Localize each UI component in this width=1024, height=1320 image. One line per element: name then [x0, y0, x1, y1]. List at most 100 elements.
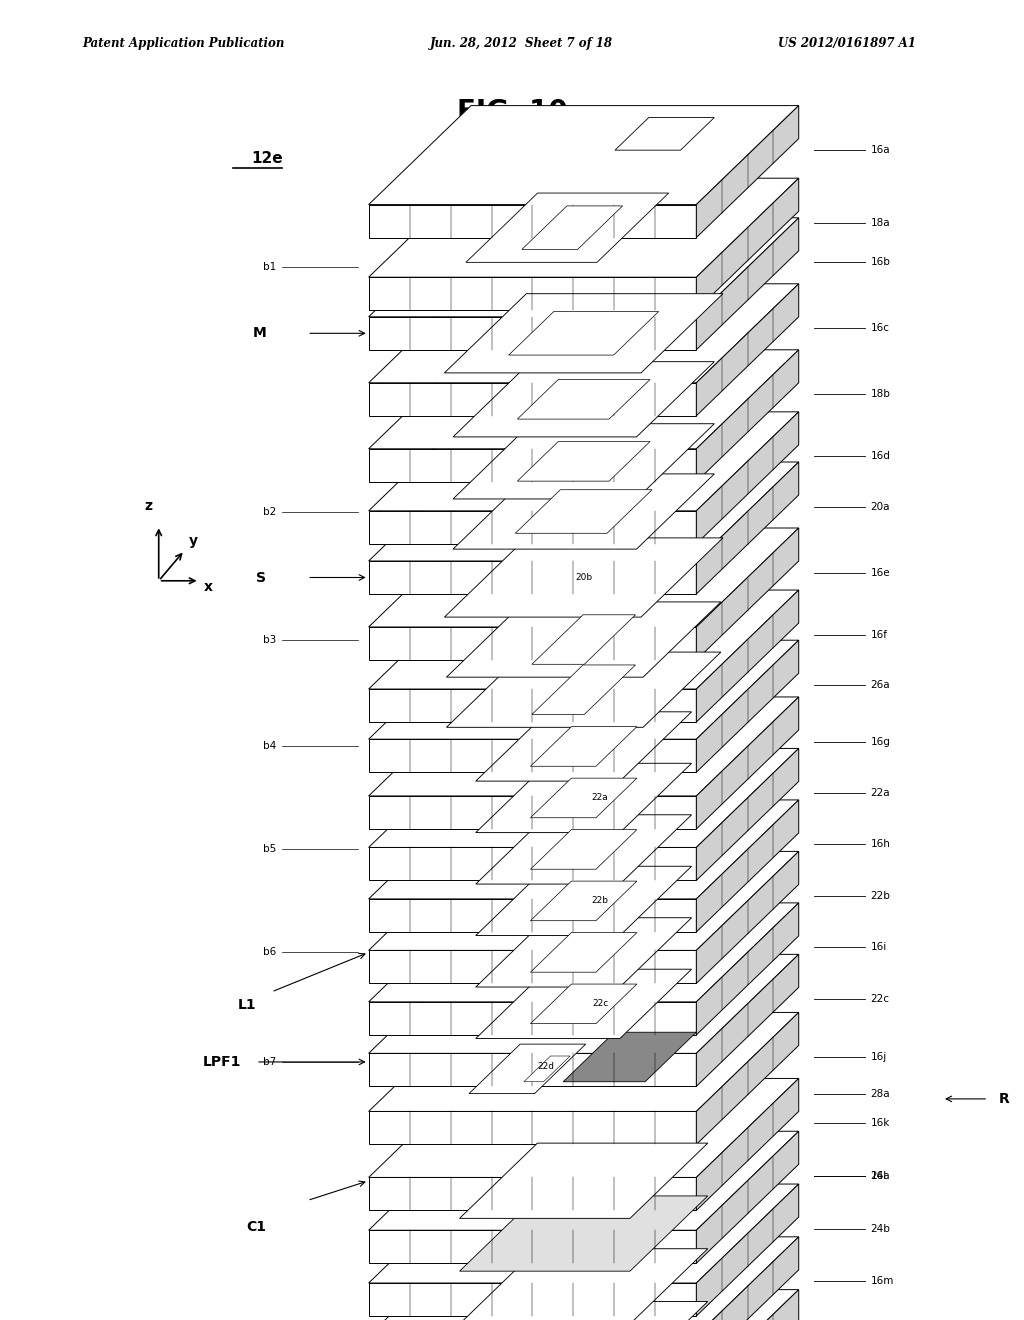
Text: 16d: 16d — [870, 451, 890, 462]
Text: b6: b6 — [263, 948, 276, 957]
Text: US 2012/0161897 A1: US 2012/0161897 A1 — [778, 37, 916, 50]
Text: z: z — [144, 499, 153, 512]
Text: 22b: 22b — [870, 891, 890, 902]
Polygon shape — [444, 294, 723, 374]
Polygon shape — [696, 218, 799, 350]
Polygon shape — [369, 350, 799, 449]
Polygon shape — [696, 106, 799, 238]
Polygon shape — [696, 462, 799, 594]
Polygon shape — [369, 1131, 799, 1230]
Polygon shape — [476, 814, 691, 884]
Text: 16e: 16e — [870, 568, 890, 578]
Polygon shape — [696, 903, 799, 1035]
Polygon shape — [369, 178, 799, 277]
Text: b2: b2 — [263, 507, 276, 516]
Polygon shape — [696, 350, 799, 482]
Text: LPF1: LPF1 — [203, 1055, 241, 1069]
Text: 16m: 16m — [870, 1276, 894, 1287]
Text: 12e: 12e — [251, 150, 283, 166]
Polygon shape — [369, 697, 799, 796]
Polygon shape — [369, 449, 696, 482]
Polygon shape — [696, 1290, 799, 1320]
Polygon shape — [531, 665, 636, 714]
Polygon shape — [696, 1237, 799, 1320]
Polygon shape — [696, 800, 799, 932]
Text: 28a: 28a — [870, 1089, 890, 1100]
Text: C1: C1 — [246, 1220, 266, 1234]
Polygon shape — [369, 1237, 799, 1320]
Polygon shape — [530, 726, 637, 766]
Polygon shape — [696, 1184, 799, 1316]
Polygon shape — [369, 899, 696, 932]
Polygon shape — [369, 1184, 799, 1283]
Polygon shape — [696, 528, 799, 660]
Polygon shape — [369, 903, 799, 1002]
Text: 16i: 16i — [870, 942, 887, 953]
Text: 16f: 16f — [870, 630, 888, 640]
Text: x: x — [204, 581, 213, 594]
Polygon shape — [453, 362, 715, 437]
Polygon shape — [369, 284, 799, 383]
Polygon shape — [369, 106, 799, 205]
Text: S: S — [256, 570, 266, 585]
Polygon shape — [369, 640, 799, 739]
Polygon shape — [444, 539, 723, 618]
Polygon shape — [369, 1290, 799, 1320]
Polygon shape — [369, 1111, 696, 1144]
Text: 22a: 22a — [592, 793, 608, 803]
Polygon shape — [476, 866, 691, 936]
Polygon shape — [696, 1078, 799, 1210]
Text: Jun. 28, 2012  Sheet 7 of 18: Jun. 28, 2012 Sheet 7 of 18 — [430, 37, 613, 50]
Polygon shape — [369, 847, 696, 880]
Polygon shape — [696, 284, 799, 416]
Polygon shape — [369, 1012, 799, 1111]
Text: 16j: 16j — [870, 1052, 887, 1063]
Text: 22d: 22d — [538, 1063, 554, 1072]
Polygon shape — [446, 602, 721, 677]
Polygon shape — [369, 383, 696, 416]
Text: 22a: 22a — [870, 788, 890, 799]
Polygon shape — [369, 851, 799, 950]
Polygon shape — [369, 796, 696, 829]
Polygon shape — [453, 424, 715, 499]
Polygon shape — [453, 474, 715, 549]
Text: 26a: 26a — [870, 680, 890, 690]
Polygon shape — [369, 1230, 696, 1263]
Text: R: R — [998, 1092, 1009, 1106]
Text: 20b: 20b — [575, 573, 592, 582]
Text: 20a: 20a — [870, 502, 890, 512]
Polygon shape — [369, 800, 799, 899]
Polygon shape — [369, 462, 799, 561]
Polygon shape — [460, 1143, 708, 1218]
Polygon shape — [509, 312, 658, 355]
Polygon shape — [460, 1249, 708, 1320]
Polygon shape — [524, 1056, 570, 1082]
Polygon shape — [530, 882, 637, 921]
Text: 18a: 18a — [870, 218, 890, 228]
Text: 24a: 24a — [870, 1171, 890, 1181]
Text: L1: L1 — [238, 998, 256, 1012]
Polygon shape — [369, 1078, 799, 1177]
Text: 16k: 16k — [870, 1118, 890, 1129]
Polygon shape — [476, 917, 691, 987]
Polygon shape — [696, 697, 799, 829]
Polygon shape — [460, 1196, 708, 1271]
Polygon shape — [530, 777, 637, 817]
Polygon shape — [530, 830, 637, 869]
Text: b4: b4 — [263, 742, 276, 751]
Polygon shape — [696, 412, 799, 544]
Polygon shape — [369, 1177, 696, 1210]
Text: b1: b1 — [263, 263, 276, 272]
Text: 16a: 16a — [870, 145, 890, 156]
Text: 22c: 22c — [592, 999, 608, 1008]
Text: M: M — [253, 326, 266, 341]
Polygon shape — [369, 528, 799, 627]
Polygon shape — [615, 117, 715, 150]
Text: Patent Application Publication: Patent Application Publication — [82, 37, 285, 50]
Polygon shape — [369, 561, 696, 594]
Polygon shape — [563, 1032, 696, 1082]
Text: 16g: 16g — [870, 737, 890, 747]
Text: 16l: 16l — [870, 1171, 887, 1181]
Polygon shape — [369, 748, 799, 847]
Polygon shape — [696, 748, 799, 880]
